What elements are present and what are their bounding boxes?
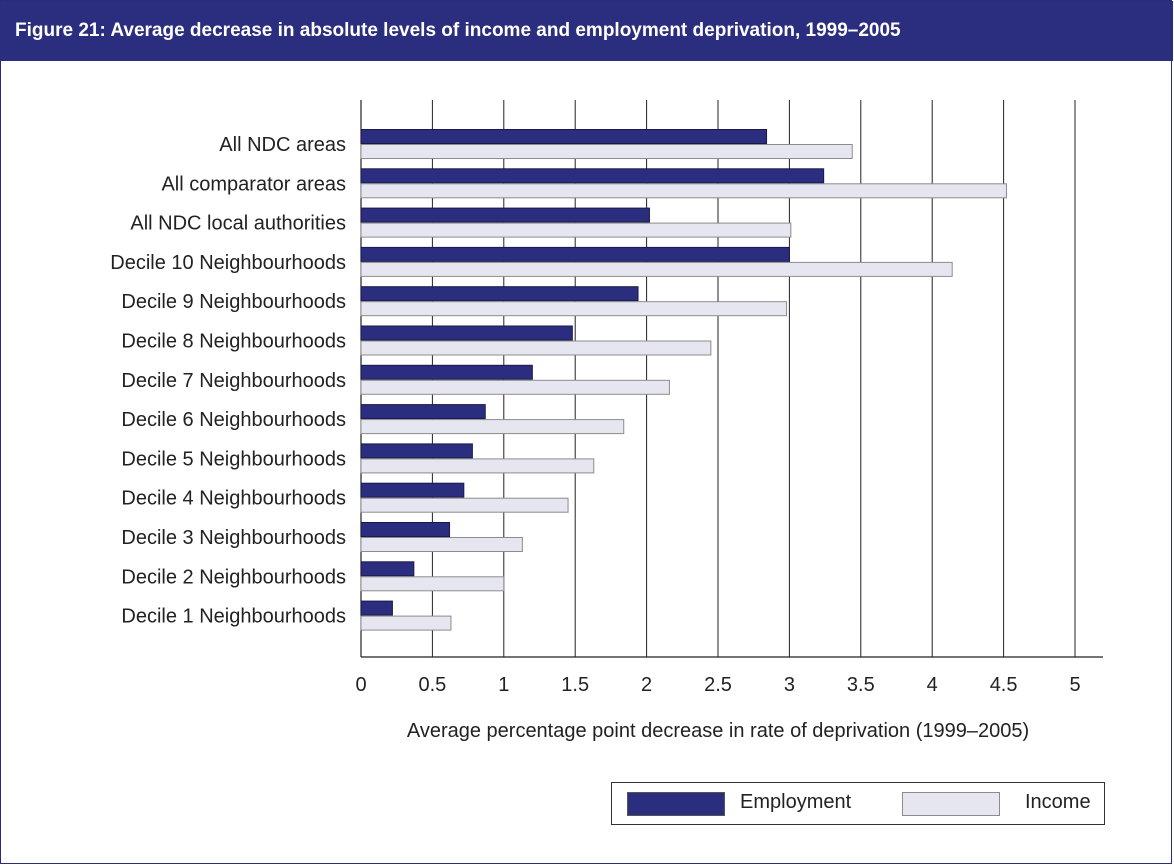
figure-title-bar: Figure 21: Average decrease in absolute … (1, 1, 1173, 61)
x-tick-label: 3 (784, 674, 795, 696)
x-tick-label: 3.5 (847, 674, 875, 696)
bar-employment (360, 207, 650, 223)
x-tick-label: 4 (927, 674, 938, 696)
legend-label-employment: Employment (740, 791, 852, 813)
category-label: Decile 5 Neighbourhoods (121, 448, 346, 470)
bar-income (360, 340, 712, 356)
category-label: Decile 2 Neighbourhoods (121, 566, 346, 588)
x-tick-label: 4.5 (990, 674, 1018, 696)
bar-income (360, 301, 788, 317)
bar-employment (360, 404, 486, 420)
bar-income (360, 261, 953, 277)
bar-employment (360, 561, 415, 577)
bar-income (360, 537, 523, 552)
bar-income (360, 419, 625, 435)
x-tick-label: 0 (355, 674, 366, 696)
category-label: All NDC local authorities (130, 213, 346, 235)
bar-employment (360, 600, 393, 616)
category-label: Decile 6 Neighbourhoods (121, 409, 346, 431)
category-label: Decile 8 Neighbourhoods (121, 331, 346, 353)
bar-employment (360, 325, 573, 341)
chart-legend: Employment Income (611, 782, 1105, 825)
category-label: All NDC areas (219, 134, 346, 156)
category-label: Decile 10 Neighbourhoods (110, 252, 346, 274)
bar-income (360, 144, 853, 159)
bar-employment (360, 246, 790, 262)
x-axis-label: Average percentage point decrease in rat… (407, 720, 1029, 742)
x-tick-label: 2.5 (704, 674, 732, 696)
x-tick-label: 1.5 (561, 674, 589, 696)
bar-employment (360, 522, 451, 537)
bar-employment (360, 129, 768, 144)
bar-income (360, 183, 1007, 199)
category-label: All comparator areas (161, 173, 346, 195)
bar-income (360, 497, 569, 513)
x-tick-label: 1 (498, 674, 509, 696)
x-tick-label: 2 (641, 674, 652, 696)
bar-employment (360, 364, 533, 380)
category-label: Decile 1 Neighbourhoods (121, 606, 346, 628)
bar-income (360, 615, 452, 631)
figure-title: Figure 21: Average decrease in absolute … (15, 20, 901, 41)
bar-employment (360, 443, 473, 459)
bar-employment (360, 168, 825, 184)
legend-swatch-income (902, 792, 1000, 816)
legend-label-income: Income (1025, 791, 1091, 813)
legend-swatch-employment (627, 792, 725, 816)
bar-income (360, 222, 792, 238)
bar-employment (360, 482, 465, 498)
category-label: Decile 9 Neighbourhoods (121, 291, 346, 313)
bar-income (360, 458, 595, 474)
category-label: Decile 3 Neighbourhoods (121, 527, 346, 549)
bar-income (360, 379, 670, 395)
category-label: Decile 4 Neighbourhoods (121, 488, 346, 510)
x-tick-label: 5 (1069, 674, 1080, 696)
bar-employment (360, 286, 639, 302)
category-label: Decile 7 Neighbourhoods (121, 370, 346, 392)
bar-income (360, 576, 505, 592)
x-tick-label: 0.5 (418, 674, 446, 696)
